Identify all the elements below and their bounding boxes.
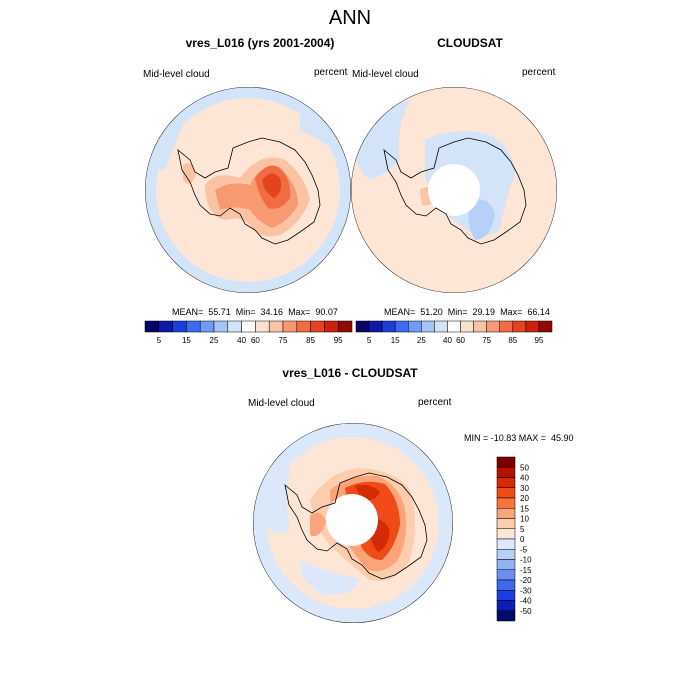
colorbar-tick-label: 75	[482, 336, 491, 345]
colorbar-swatch	[512, 320, 527, 333]
colorbar-swatch	[538, 320, 553, 333]
colorbar-swatch	[496, 559, 516, 570]
colorbar-swatch	[447, 320, 461, 333]
colorbar-swatch	[525, 320, 540, 333]
colorbar-swatch	[324, 320, 339, 333]
colorbar-swatch	[496, 456, 516, 468]
panel-cloudsat-title: CLOUDSAT	[437, 36, 503, 50]
panel-cloudsat-variable-label: Mid-level cloud	[352, 69, 419, 80]
colorbar-tick-label: -30	[520, 586, 532, 595]
colorbar-tick-label: 10	[520, 515, 529, 524]
colorbar-swatch	[268, 320, 284, 333]
colorbar-tick-label: 30	[520, 484, 529, 493]
colorbar-tick-label: 75	[279, 336, 288, 345]
colorbar-swatch	[337, 320, 353, 333]
colorbar-swatch	[473, 320, 487, 333]
colorbar-tick-label: -50	[520, 607, 532, 616]
colorbar-tick-label: -20	[520, 576, 532, 585]
colorbar-swatch	[172, 320, 187, 333]
colorbar-swatch	[421, 320, 435, 333]
colorbar-tick-label: -10	[520, 556, 532, 565]
colorbar-tick-label: -5	[520, 545, 528, 554]
map-model	[145, 87, 351, 293]
colorbar-swatch	[496, 579, 516, 591]
colorbar-swatch	[496, 518, 516, 529]
panel-cloudsat-units-label: percent	[522, 67, 556, 78]
colorbar-tick-label: 25	[417, 336, 426, 345]
colorbar-swatch	[496, 590, 516, 601]
panel-model-stats: MEAN= 55.71 Min= 34.16 Max= 90.07	[172, 307, 338, 317]
colorbar-swatch	[355, 320, 370, 333]
panel-cloudsat-stats: MEAN= 51.20 Min= 29.19 Max= 66.14	[384, 307, 550, 317]
panel-model-variable-label: Mid-level cloud	[143, 69, 210, 80]
colorbar-swatch	[496, 528, 516, 540]
colorbar-swatch	[368, 320, 383, 333]
colorbar-tick-label: 5	[520, 525, 525, 534]
colorbar-tick-label: 25	[210, 336, 219, 345]
colorbar-swatch	[460, 320, 474, 333]
colorbar-tick-label: 60	[456, 336, 465, 345]
colorbar-tick-label: 85	[508, 336, 517, 345]
colorbar-swatch	[496, 477, 516, 488]
colorbar-tick-label: 15	[391, 336, 400, 345]
colorbar-swatch	[381, 320, 396, 333]
colorbar-tick-label: 40	[520, 474, 529, 483]
panel-model-units-label: percent	[314, 67, 348, 78]
colorbar-swatch	[496, 549, 516, 560]
colorbar-tick-label: 15	[520, 504, 529, 513]
colorbar-swatch	[310, 320, 325, 333]
colorbar-swatch	[496, 487, 516, 499]
panel-model-title: vres_L016 (yrs 2001-2004)	[185, 36, 335, 50]
colorbar-swatch	[486, 320, 500, 333]
colorbar-swatch	[144, 320, 160, 333]
colorbar-swatch	[213, 320, 229, 333]
colorbar-tick-label: 95	[334, 336, 343, 345]
colorbar-swatch	[394, 320, 409, 333]
panel-diff-stats: MIN = -10.83 MAX = 45.90	[464, 433, 574, 443]
colorbar-swatch	[499, 320, 514, 333]
colorbar-tick-label: 60	[251, 336, 260, 345]
page-title: ANN	[328, 7, 372, 29]
colorbar-model: 5 15 25 40 60 75 85 95	[144, 320, 353, 345]
panel-diff-units-label: percent	[418, 397, 452, 408]
colorbar-swatch	[296, 320, 311, 333]
colorbar-tick-label: 50	[520, 463, 529, 472]
colorbar-swatch	[496, 497, 516, 509]
colorbar-swatch	[496, 569, 516, 581]
colorbar-swatch	[434, 320, 448, 333]
panel-diff-variable-label: Mid-level cloud	[248, 398, 315, 409]
map-difference	[253, 423, 453, 623]
colorbar-tick-label: 15	[182, 336, 191, 345]
colorbar-swatch	[496, 467, 516, 478]
colorbar-swatch	[227, 320, 242, 333]
colorbar-tick-label: 0	[520, 535, 525, 544]
colorbar-tick-label: -15	[520, 566, 532, 575]
colorbar-swatch	[199, 320, 215, 333]
colorbar-tick-label: 40	[237, 336, 246, 345]
colorbar-tick-label: 5	[367, 336, 372, 345]
map-cloudsat	[351, 87, 557, 293]
panel-diff-title: vres_L016 - CLOUDSAT	[282, 366, 418, 380]
colorbar-cloudsat: 5 15 25 40 60 75 85 95	[355, 320, 553, 345]
colorbar-tick-label: 40	[443, 336, 452, 345]
colorbar-swatch	[496, 538, 516, 550]
colorbar-swatch	[408, 320, 422, 333]
colorbar-swatch	[282, 320, 298, 333]
colorbar-tick-label: 85	[306, 336, 315, 345]
colorbar-swatch	[241, 320, 256, 333]
colorbar-tick-label: -40	[520, 597, 532, 606]
colorbar-swatch	[496, 610, 516, 622]
colorbar-tick-label: 20	[520, 494, 529, 503]
colorbar-tick-label: 95	[534, 336, 543, 345]
colorbar-swatch	[186, 320, 201, 333]
colorbar-swatch	[496, 600, 516, 611]
colorbar-swatch	[496, 508, 516, 519]
colorbar-swatch	[255, 320, 270, 333]
colorbar-tick-label: 5	[157, 336, 162, 345]
colorbar-swatch	[158, 320, 173, 333]
